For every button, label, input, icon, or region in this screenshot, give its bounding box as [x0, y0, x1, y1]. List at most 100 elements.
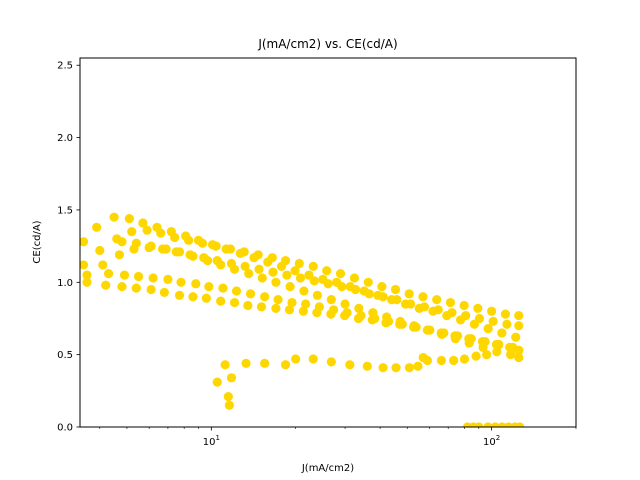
- data-point: [241, 358, 251, 368]
- data-point: [404, 363, 415, 373]
- data-point: [174, 247, 185, 257]
- x-axis-ticks: 101 102: [99, 427, 577, 448]
- data-point: [514, 352, 524, 363]
- data-point: [497, 328, 507, 338]
- data-point: [221, 244, 231, 254]
- data-point: [268, 267, 278, 277]
- data-point: [92, 222, 102, 232]
- data-point: [174, 290, 185, 300]
- y-tick-label: 2.5: [57, 61, 73, 72]
- data-point: [249, 253, 259, 263]
- data-point: [442, 310, 452, 321]
- data-point: [387, 295, 397, 305]
- data-point: [203, 255, 213, 266]
- data-point: [487, 306, 497, 316]
- data-point: [284, 305, 295, 315]
- data-point: [328, 305, 339, 315]
- data-point: [161, 244, 171, 254]
- data-point: [395, 316, 405, 326]
- data-point: [294, 258, 304, 269]
- data-point: [138, 218, 148, 228]
- data-point: [308, 261, 318, 271]
- data-point: [340, 299, 350, 309]
- data-point: [423, 325, 433, 335]
- data-point: [459, 300, 469, 311]
- data-point: [335, 269, 346, 279]
- data-point: [312, 290, 322, 300]
- data-point: [514, 310, 524, 321]
- data-point: [188, 251, 198, 261]
- data-point: [207, 240, 218, 250]
- data-point: [282, 270, 292, 280]
- data-point: [285, 282, 295, 292]
- data-point: [483, 422, 493, 427]
- data-point: [119, 270, 130, 280]
- data-point: [109, 212, 119, 222]
- data-point: [506, 350, 516, 360]
- y-tick-label: 0.0: [57, 423, 73, 434]
- data-point: [409, 321, 419, 331]
- data-point: [146, 241, 156, 251]
- data-point: [212, 377, 222, 387]
- data-point: [216, 296, 226, 306]
- data-point: [256, 302, 267, 312]
- data-point: [500, 309, 511, 319]
- data-point: [378, 363, 388, 373]
- data-point: [413, 361, 423, 371]
- x-tick-label: 101: [203, 434, 220, 448]
- data-point: [482, 350, 492, 360]
- plot-frame: [79, 57, 577, 428]
- data-point: [95, 245, 105, 256]
- data-point: [224, 400, 234, 410]
- data-point: [414, 303, 424, 313]
- data-point: [418, 292, 428, 302]
- data-point: [117, 282, 127, 292]
- data-point: [488, 316, 498, 326]
- data-point: [287, 297, 297, 308]
- y-tick-label: 1.5: [57, 205, 73, 216]
- data-point: [276, 261, 287, 271]
- data-point: [166, 227, 176, 237]
- data-point: [515, 422, 525, 427]
- data-point: [163, 274, 173, 284]
- data-point: [271, 277, 281, 287]
- chart-title: J(mA/cm2) vs. CE(cd/A): [257, 37, 397, 51]
- data-point: [502, 319, 512, 329]
- data-point: [181, 231, 191, 241]
- data-point: [445, 297, 456, 308]
- data-point: [280, 360, 291, 370]
- data-point: [514, 345, 524, 355]
- data-point: [193, 235, 204, 245]
- data-point: [254, 264, 264, 274]
- data-point: [176, 277, 186, 287]
- data-point: [240, 261, 250, 271]
- data-point: [511, 332, 521, 342]
- data-point: [464, 338, 474, 348]
- data-point: [362, 361, 372, 371]
- data-point: [345, 282, 355, 292]
- data-points: [80, 212, 525, 427]
- data-point: [223, 392, 233, 402]
- data-point: [290, 266, 300, 276]
- data-point: [449, 355, 459, 366]
- data-point: [322, 266, 332, 276]
- data-point: [101, 280, 111, 290]
- data-point: [422, 355, 432, 366]
- data-point: [318, 274, 328, 284]
- data-point: [354, 303, 364, 313]
- data-point: [260, 358, 270, 368]
- data-point: [428, 306, 438, 316]
- data-point: [114, 250, 125, 260]
- data-point: [473, 303, 483, 313]
- data-point: [345, 360, 355, 370]
- data-point: [80, 260, 89, 270]
- data-point: [260, 292, 270, 302]
- data-point: [309, 276, 319, 286]
- data-point: [263, 257, 273, 267]
- data-point: [80, 237, 89, 247]
- data-point: [301, 299, 311, 309]
- data-point: [332, 277, 342, 287]
- data-point: [220, 360, 230, 370]
- data-point: [492, 347, 502, 357]
- data-point: [437, 329, 447, 339]
